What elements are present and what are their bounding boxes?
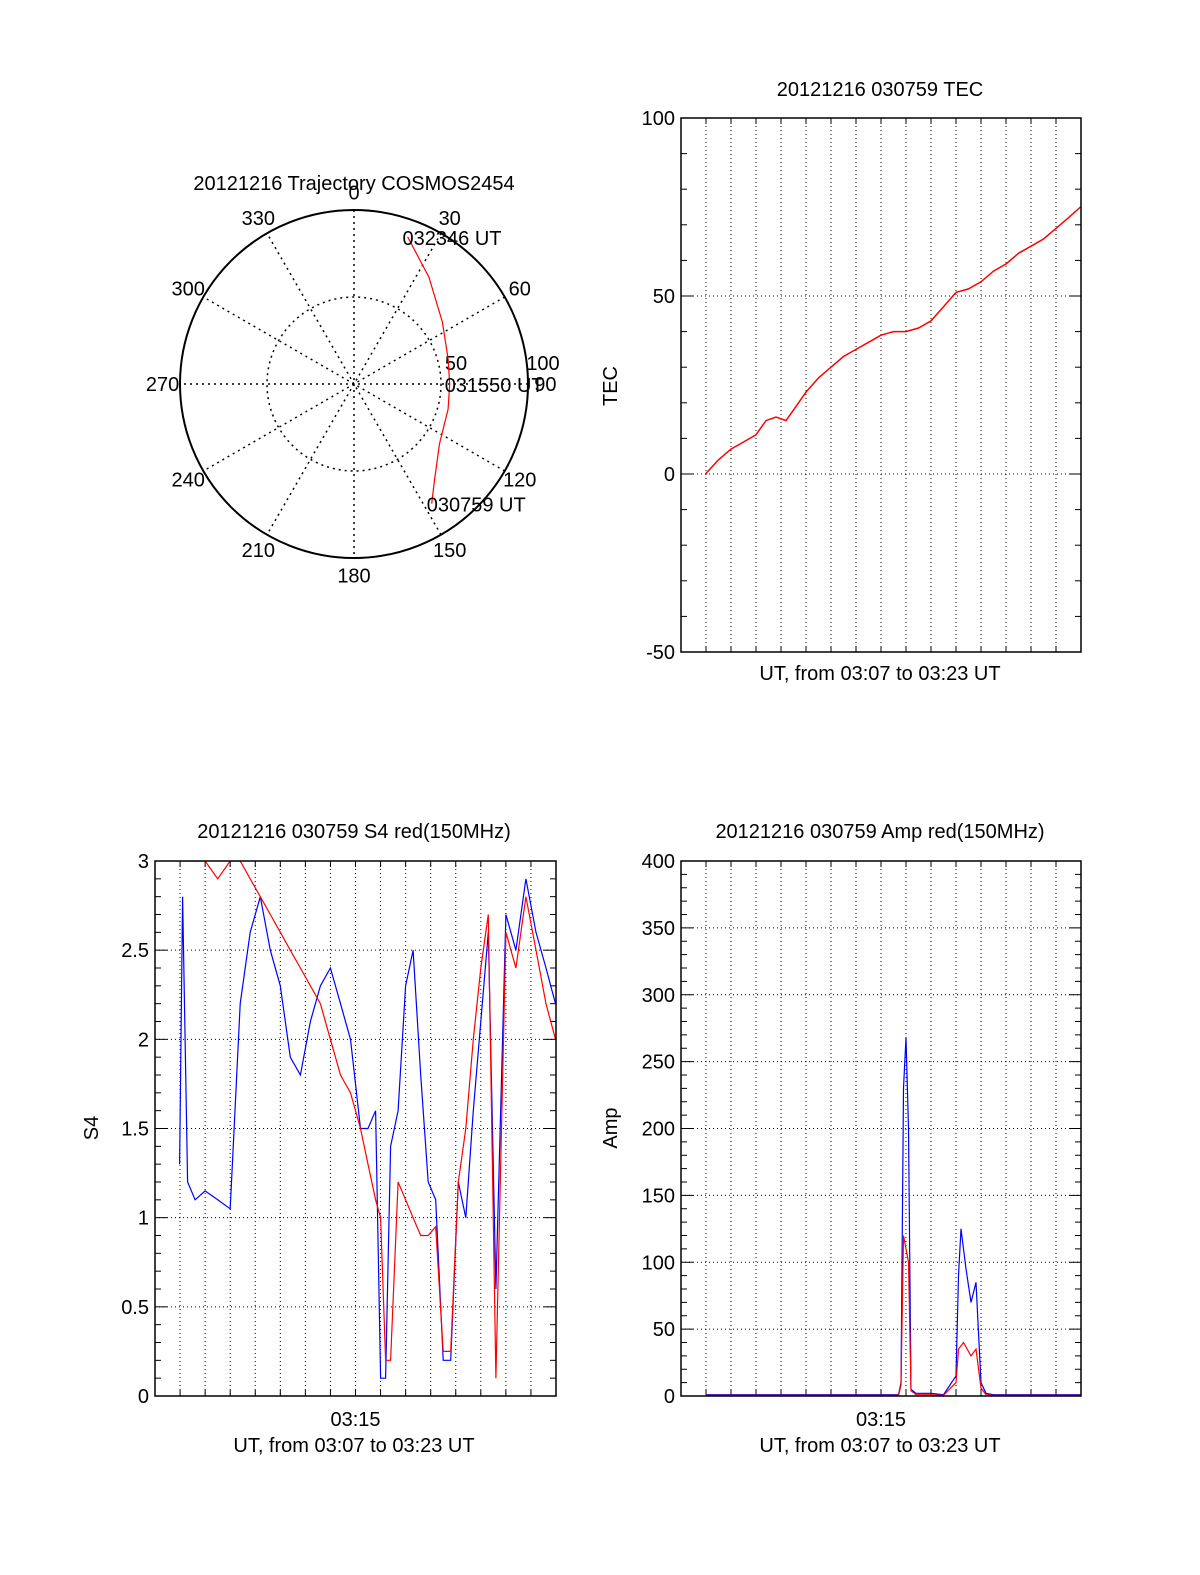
polar-spoke-line xyxy=(266,232,442,536)
polar-inner-ring xyxy=(266,296,442,472)
amp-plot-area: 0 50 100 150 200 250 300 350 400 03:15 xyxy=(642,851,1082,1431)
trajectory-polar-chart: 20121216 Trajectory COSMOS2454 0 30 60 90 12… xyxy=(146,173,560,587)
amp-y-tick-label: 200 xyxy=(642,1119,675,1141)
tec-line-chart: 20121216 030759 TEC TEC UT, from 03:07 t… xyxy=(600,79,1082,685)
s4-y-tick-label: 2 xyxy=(138,1029,149,1051)
amp-x-tick-label: 03:15 xyxy=(856,1409,906,1431)
s4-x-tick-label: 03:15 xyxy=(330,1409,380,1431)
s4-y-axis-label: S4 xyxy=(81,1116,103,1140)
amp-y-tick-label: 150 xyxy=(642,1185,675,1207)
tec-y-tick-label: 100 xyxy=(642,108,675,130)
polar-angle-label: 330 xyxy=(242,208,275,230)
s4-plot-frame xyxy=(154,860,557,1397)
amp-y-tick-label: 100 xyxy=(642,1252,675,1274)
polar-angle-label: 0 xyxy=(348,183,359,205)
s4-y-tick-label: 1.5 xyxy=(121,1119,149,1141)
amp-y-tick-label: 350 xyxy=(642,918,675,940)
amp-y-axis-label: Amp xyxy=(600,1107,622,1148)
trajectory-chart-title: 20121216 Trajectory COSMOS2454 xyxy=(193,173,514,195)
polar-radius-label: 50 xyxy=(445,353,467,375)
polar-angle-label: 210 xyxy=(242,540,275,562)
tec-x-axis-label: UT, from 03:07 to 03:23 UT xyxy=(759,663,1000,685)
tec-series-red-line xyxy=(704,206,1081,475)
s4-x-axis-label: UT, from 03:07 to 03:23 UT xyxy=(233,1435,474,1457)
amp-chart-title: 20121216 030759 Amp red(150MHz) xyxy=(715,821,1044,843)
polar-grid xyxy=(179,209,529,559)
tec-y-tick-label: -50 xyxy=(646,642,675,664)
s4-line-chart: 20121216 030759 S4 red(150MHz) S4 UT, fr… xyxy=(81,821,557,1457)
polar-time-annotation: 031550 UT xyxy=(445,375,544,397)
amp-series-red-line xyxy=(705,1235,1081,1396)
polar-annotations: 032346 UT 031550 UT 030759 UT xyxy=(403,228,544,517)
amp-y-tick-label: 50 xyxy=(653,1319,675,1341)
tec-y-tick-label: 0 xyxy=(664,464,675,486)
polar-trajectory-line xyxy=(407,236,451,504)
polar-outer-ring xyxy=(179,209,529,559)
s4-y-tick-label: 0 xyxy=(138,1386,149,1408)
polar-angle-label: 90 xyxy=(534,374,556,396)
amp-y-tick-label: 400 xyxy=(642,851,675,873)
polar-angle-label: 270 xyxy=(146,374,179,396)
amp-y-tick-label: 0 xyxy=(664,1386,675,1408)
amp-series-blue-line xyxy=(705,1037,1081,1396)
amp-y-tick-label: 250 xyxy=(642,1052,675,1074)
amp-x-axis-label: UT, from 03:07 to 03:23 UT xyxy=(759,1435,1000,1457)
polar-time-annotation: 032346 UT xyxy=(403,228,502,250)
tec-y-tick-label: 50 xyxy=(653,286,675,308)
s4-plot-area: 0 0.5 1 1.5 2 2.5 3 03:15 xyxy=(121,851,557,1431)
tec-y-axis-label: TEC xyxy=(600,366,622,406)
polar-time-annotation: 030759 UT xyxy=(427,495,526,517)
s4-y-tick-label: 3 xyxy=(138,851,149,873)
amp-line-chart: 20121216 030759 Amp red(150MHz) Amp UT, … xyxy=(600,821,1082,1457)
polar-angle-label: 120 xyxy=(503,470,536,492)
polar-radius-label: 100 xyxy=(526,353,559,375)
s4-series-red-line xyxy=(179,861,556,1379)
s4-y-tick-label: 1 xyxy=(138,1208,149,1230)
polar-angle-label: 150 xyxy=(433,540,466,562)
polar-angle-label: 60 xyxy=(509,278,531,300)
s4-chart-title: 20121216 030759 S4 red(150MHz) xyxy=(197,821,511,843)
s4-y-tick-label: 0.5 xyxy=(121,1297,149,1319)
polar-angle-label: 180 xyxy=(337,565,370,587)
amp-y-tick-label: 300 xyxy=(642,985,675,1007)
amp-plot-frame xyxy=(680,860,1082,1397)
polar-radius-labels: 50 100 xyxy=(445,353,560,375)
tec-chart-title: 20121216 030759 TEC xyxy=(777,79,983,101)
polar-trajectory-series xyxy=(407,236,451,504)
polar-angle-label: 240 xyxy=(172,470,205,492)
polar-angle-labels: 0 30 60 90 120 150 180 210 240 270 300 330 xyxy=(146,183,557,588)
polar-angle-label: 30 xyxy=(439,208,461,230)
s4-y-tick-label: 2.5 xyxy=(121,940,149,962)
s4-series-blue-line xyxy=(179,878,556,1379)
tec-plot-frame xyxy=(680,117,1082,653)
polar-angle-label: 300 xyxy=(172,278,205,300)
tec-plot-area: -50 0 50 100 xyxy=(642,108,1082,664)
